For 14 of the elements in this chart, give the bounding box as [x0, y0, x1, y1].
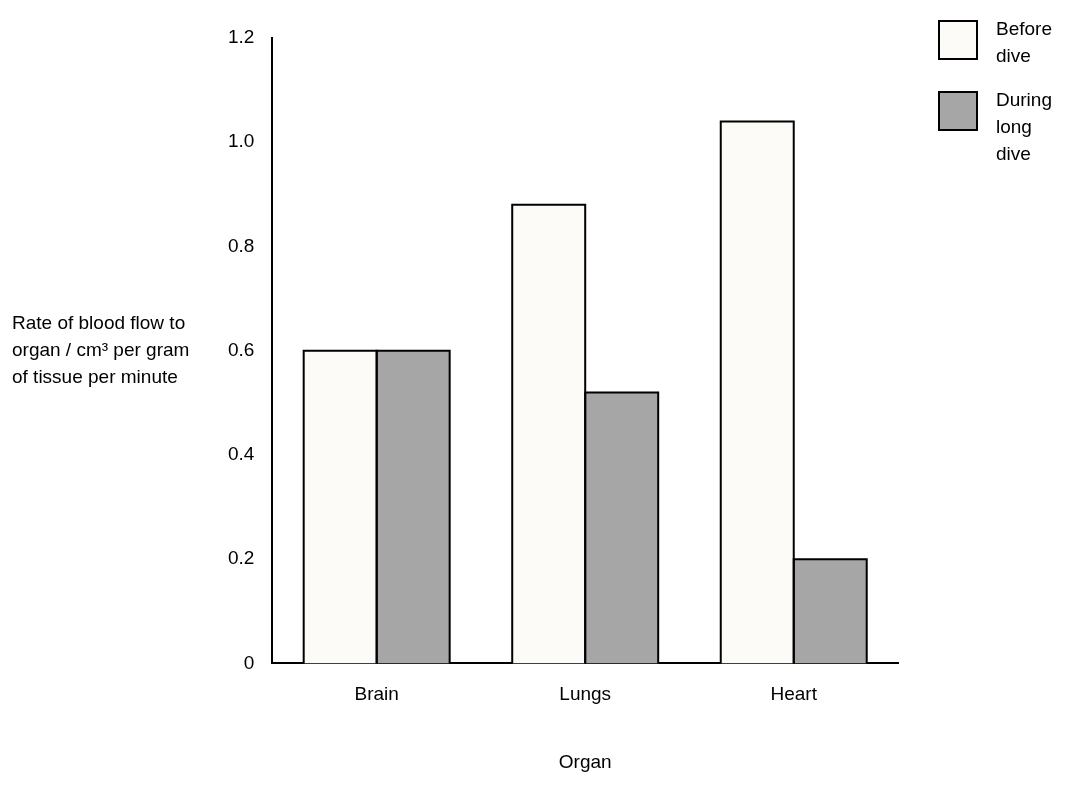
x-tick-label: Lungs	[559, 683, 612, 705]
x-tick-label: Heart	[770, 683, 818, 705]
y-tick-label: 0.8	[227, 234, 255, 256]
x-axis-title: Organ	[558, 750, 612, 772]
text: Before dive	[996, 17, 1053, 68]
x-tick-label: Brain	[354, 683, 399, 705]
y-tick-label: 0.2	[227, 547, 255, 569]
y-tick-label: 0.6	[227, 338, 255, 360]
y-tick-label: 1.2	[227, 26, 255, 48]
y-tick-label: 0	[243, 651, 255, 673]
y-tick-label: 1.0	[227, 130, 255, 152]
y-axis-title: Rate of blood flow to organ / cm³ per gram of tissue per minute	[12, 311, 190, 387]
legend-label: During long dive	[996, 88, 1053, 166]
y-tick-label: 0.4	[227, 443, 255, 465]
